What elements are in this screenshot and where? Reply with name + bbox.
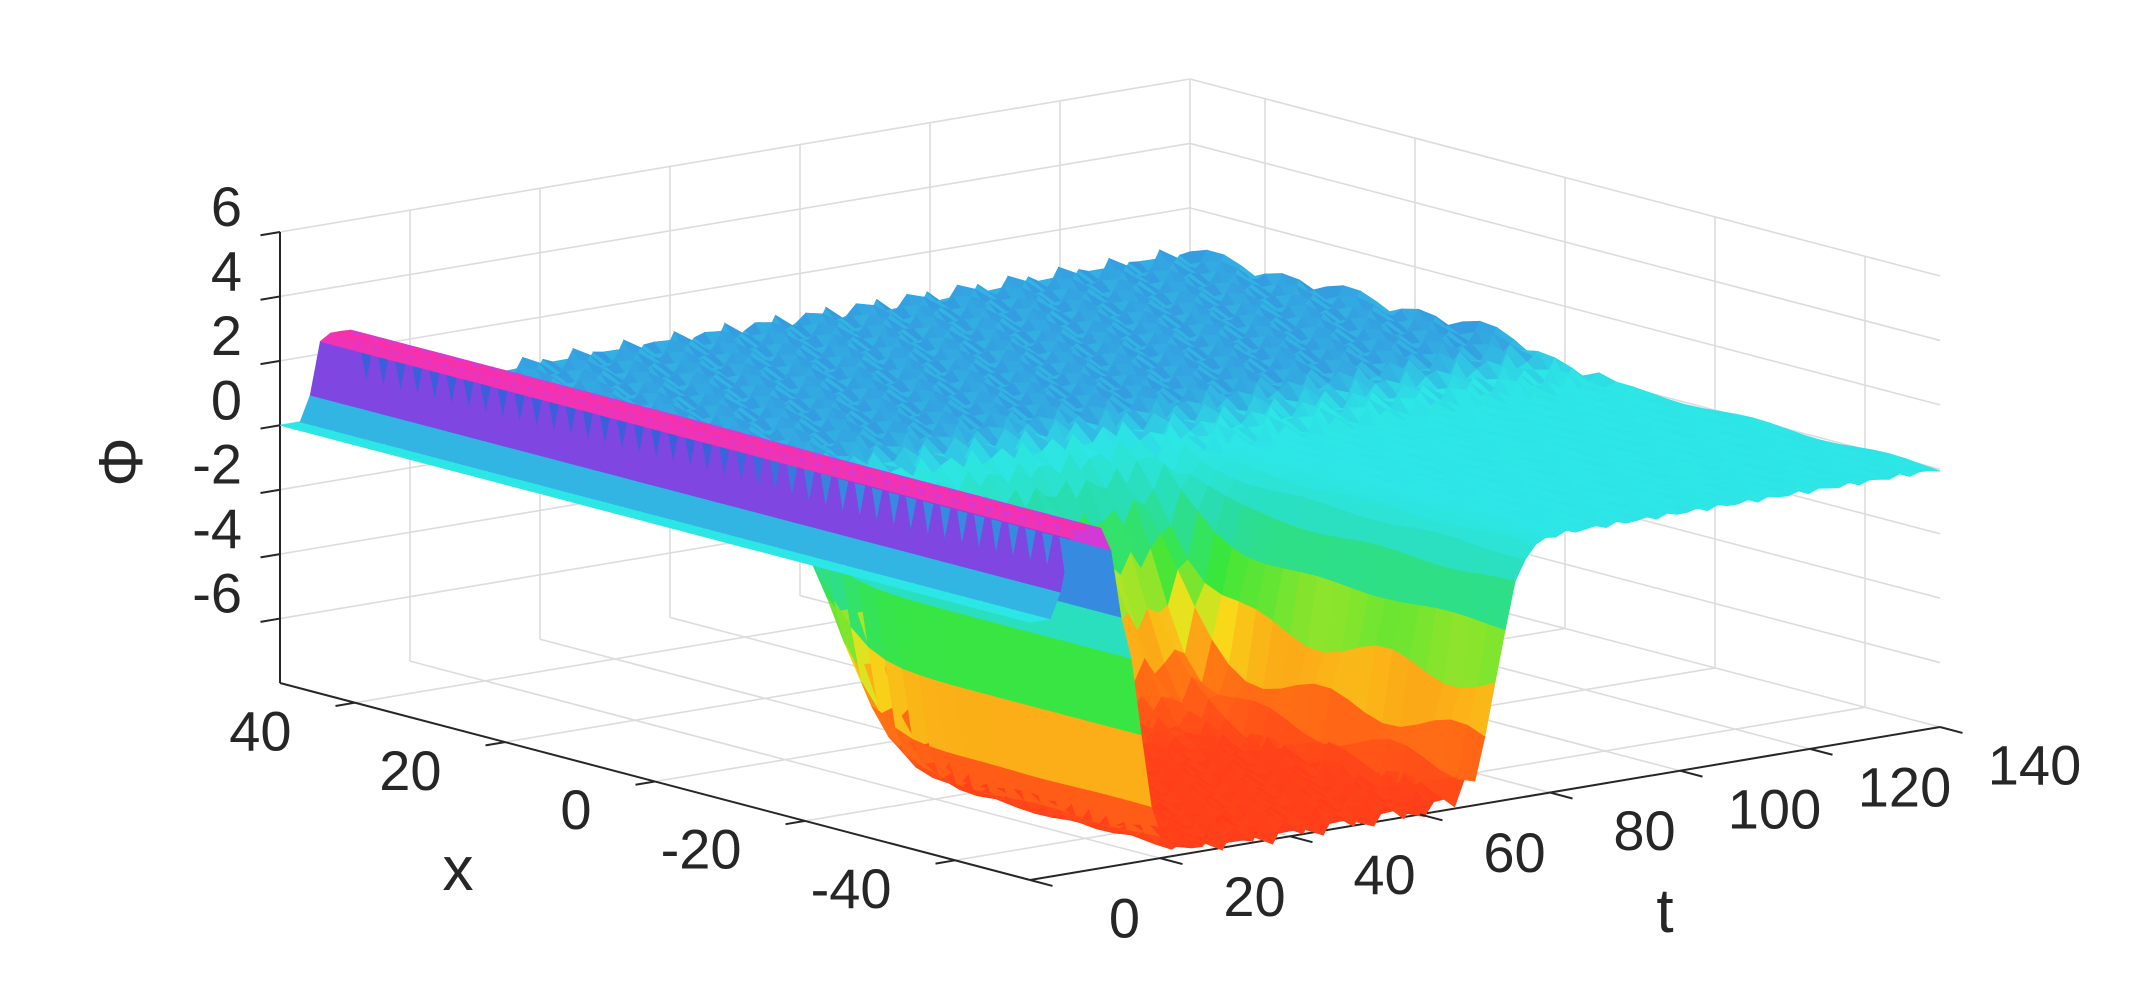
t-axis-line (1029, 726, 1941, 881)
surface-cell (1912, 464, 1941, 472)
t-tick-mark (1679, 769, 1703, 778)
t-tick-mark (1939, 726, 1963, 734)
t-tick-label: 0 (1109, 887, 1140, 950)
t-tick-mark (1289, 835, 1313, 844)
tick-marks (260, 231, 1963, 887)
grid-line-z-side (1189, 142, 1941, 342)
z-tick-label: 6 (211, 175, 242, 238)
z-tick-mark (260, 359, 281, 366)
z-tick-mark (260, 488, 281, 494)
t-tick-mark (1159, 857, 1183, 866)
grid-line-z-back (279, 78, 1191, 233)
grid-line-z-side (1189, 78, 1941, 277)
x-tick-label: -40 (811, 857, 892, 920)
t-tick-label: 60 (1483, 821, 1545, 884)
t-tick-label: 20 (1223, 865, 1285, 928)
x-tick-mark (485, 741, 506, 747)
x-tick-label: -20 (661, 818, 742, 881)
t-tick-label: 80 (1613, 799, 1675, 862)
x-axis-title: t (1656, 877, 1673, 946)
z-tick-mark (260, 231, 281, 237)
grid-line-z-back (279, 207, 1191, 362)
x-tick-mark (935, 859, 956, 865)
z-axis-title: Φ (87, 437, 156, 486)
x-tick-mark (335, 701, 356, 707)
x-tick-label: 40 (229, 699, 291, 762)
z-tick-label: -2 (192, 433, 242, 496)
z-tick-mark (260, 295, 281, 301)
grid-line-z-back (279, 142, 1191, 298)
x-tick-label: 0 (560, 778, 591, 841)
t-tick-mark (1549, 791, 1573, 800)
x-tick-mark (635, 780, 656, 786)
z-tick-mark (260, 424, 281, 430)
grid-line-z-side (1189, 207, 1941, 406)
t-tick-label: 40 (1353, 843, 1415, 906)
z-tick-mark (260, 553, 281, 559)
z-tick-label: -6 (192, 562, 242, 625)
t-tick-mark (1029, 879, 1053, 887)
x-tick-label: 20 (379, 739, 441, 802)
z-tick-mark (260, 617, 281, 623)
z-tick-label: 0 (211, 368, 242, 431)
z-tick-label: 2 (211, 304, 242, 367)
t-tick-label: 100 (1728, 777, 1821, 840)
x-tick-mark (785, 819, 806, 826)
y-axis-title: x (443, 835, 474, 904)
t-tick-mark (1419, 813, 1443, 822)
surface-mesh (279, 249, 1941, 851)
z-tick-label: -4 (192, 497, 242, 560)
t-tick-mark (1809, 747, 1833, 756)
z-tick-label: 4 (211, 239, 242, 302)
t-tick-label: 140 (1988, 734, 2081, 797)
t-tick-label: 120 (1858, 756, 1951, 819)
